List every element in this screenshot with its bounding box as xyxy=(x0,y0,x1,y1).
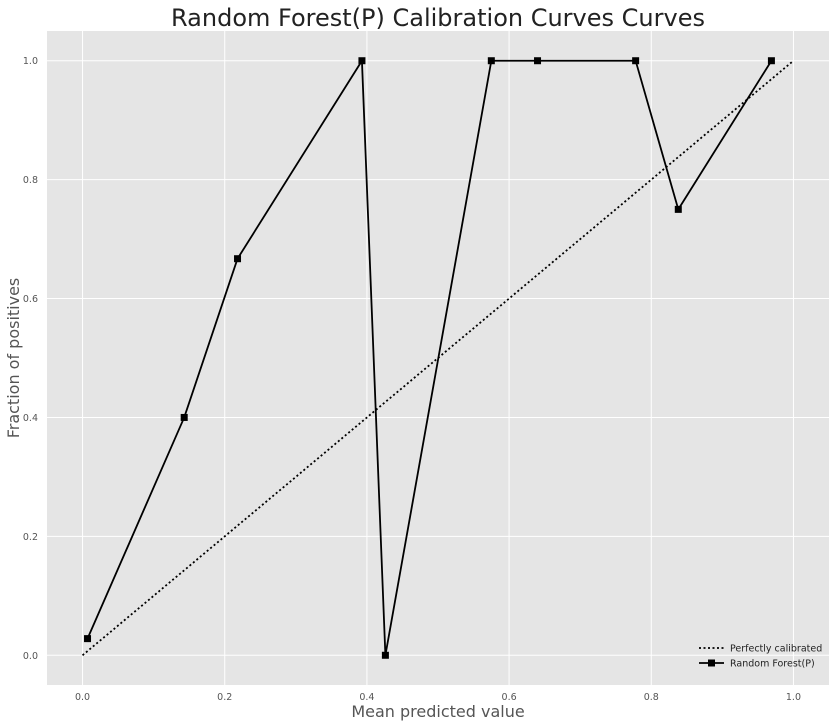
x-tick-labels: 0.0 0.2 0.4 0.6 0.8 1.0 xyxy=(75,692,801,703)
y-axis-title: Fraction of positives xyxy=(4,278,23,439)
chart-title: Random Forest(P) Calibration Curves Curv… xyxy=(171,4,705,32)
data-point-marker xyxy=(358,57,366,65)
y-tick-labels: 0.0 0.2 0.4 0.6 0.8 1.0 xyxy=(23,56,38,662)
x-tick-label: 0.4 xyxy=(359,692,374,703)
data-point-marker xyxy=(674,205,682,213)
data-point-marker xyxy=(234,255,242,263)
y-tick-label: 0.8 xyxy=(23,175,38,186)
y-tick-label: 0.4 xyxy=(23,413,38,424)
x-tick-label: 1.0 xyxy=(786,692,801,703)
series-lines xyxy=(81,59,795,657)
random-forest-line xyxy=(86,59,773,657)
data-point-marker xyxy=(487,57,495,65)
y-tick-label: 0.2 xyxy=(23,532,38,543)
y-tick-label: 0.0 xyxy=(23,651,38,662)
data-point-marker xyxy=(534,57,542,65)
series-markers xyxy=(84,57,775,659)
grid-lines xyxy=(47,31,829,685)
x-tick-label: 0.2 xyxy=(217,692,232,703)
x-axis-title: Mean predicted value xyxy=(351,702,524,721)
data-point-marker xyxy=(381,651,389,659)
legend-label: Perfectly calibrated xyxy=(730,644,822,655)
legend-label: Random Forest(P) xyxy=(730,659,815,670)
data-point-marker xyxy=(632,57,640,65)
data-point-marker xyxy=(180,413,188,421)
x-tick-label: 0.8 xyxy=(644,692,659,703)
y-tick-label: 0.6 xyxy=(23,294,38,305)
x-tick-label: 0.6 xyxy=(502,692,517,703)
legend: Perfectly calibrated Random Forest(P) xyxy=(699,644,822,670)
data-point-marker xyxy=(767,57,775,65)
legend-swatch-marker xyxy=(708,659,715,667)
x-tick-label: 0.0 xyxy=(75,692,90,703)
data-point-marker xyxy=(84,635,92,643)
perfectly-calibrated-line xyxy=(81,60,795,656)
y-tick-label: 1.0 xyxy=(23,56,38,67)
